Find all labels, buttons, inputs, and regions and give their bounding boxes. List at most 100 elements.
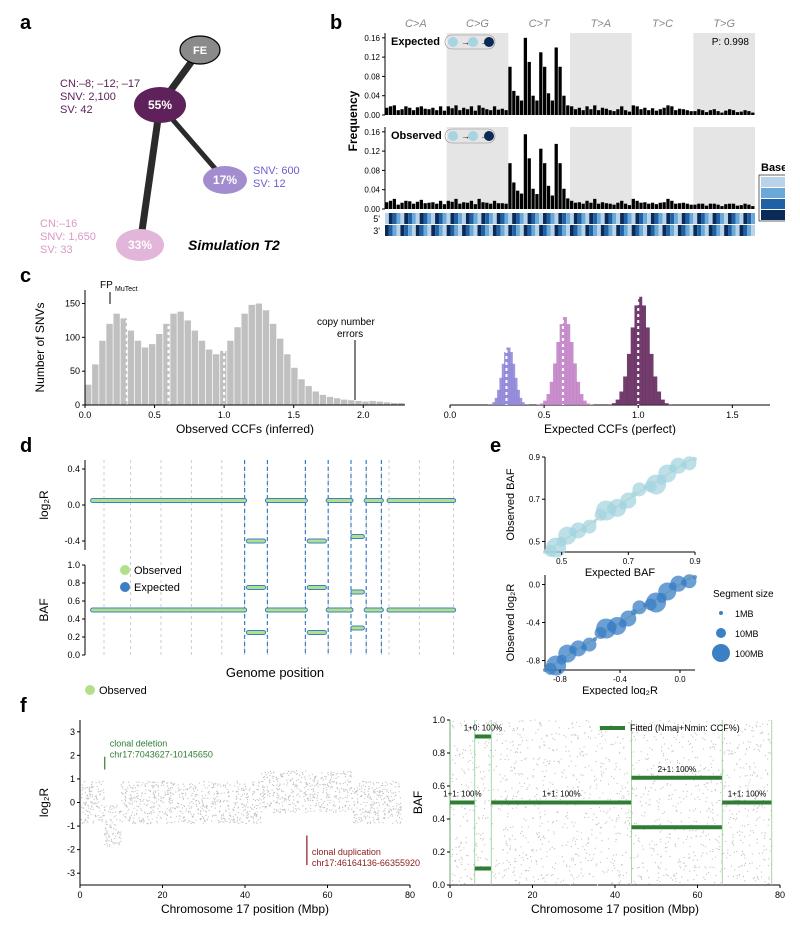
svg-text:80: 80 (405, 890, 415, 900)
svg-text:MuTect: MuTect (115, 286, 138, 293)
svg-text:1MB: 1MB (735, 609, 754, 619)
svg-text:-3: -3 (67, 868, 75, 878)
svg-text:-2: -2 (67, 845, 75, 855)
panel-label-b: b (330, 12, 342, 35)
svg-text:Observed BAF: Observed BAF (505, 468, 517, 540)
svg-text:T>C: T>C (652, 18, 673, 30)
svg-text:40: 40 (610, 890, 620, 900)
svg-text:Observed: Observed (134, 565, 182, 577)
svg-text:0: 0 (447, 890, 452, 900)
panel-a-tree: FE55%CN:–8; –12; –17SNV: 2,100SV: 4217%S… (30, 15, 330, 265)
svg-text:Expected BAF: Expected BAF (585, 567, 656, 579)
svg-text:FE: FE (193, 45, 207, 57)
svg-text:0.4: 0.4 (67, 464, 80, 474)
svg-text:-1: -1 (67, 821, 75, 831)
svg-text:1: 1 (70, 774, 75, 784)
svg-text:0.00: 0.00 (364, 111, 380, 120)
svg-text:20: 20 (527, 890, 537, 900)
svg-text:Observed: Observed (99, 685, 147, 695)
svg-text:0.12: 0.12 (364, 147, 380, 156)
svg-text:Expected CCFs (perfect): Expected CCFs (perfect) (544, 422, 676, 435)
svg-text:17%: 17% (213, 173, 237, 187)
svg-text:BAF: BAF (37, 598, 51, 621)
svg-text:-0.4: -0.4 (64, 536, 80, 546)
svg-text:0.9: 0.9 (689, 557, 701, 566)
svg-text:SNV: 600: SNV: 600 (253, 165, 300, 177)
svg-text:P: 0.998: P: 0.998 (712, 37, 750, 48)
svg-text:0: 0 (70, 798, 75, 808)
svg-text:T>G: T>G (713, 18, 735, 30)
svg-text:1.0: 1.0 (632, 410, 645, 420)
svg-text:1.0: 1.0 (67, 560, 80, 570)
svg-text:SV: 42: SV: 42 (60, 104, 93, 116)
svg-text:0.5: 0.5 (529, 537, 541, 546)
svg-text:0.5: 0.5 (148, 410, 161, 420)
svg-text:Number of SNVs: Number of SNVs (33, 302, 47, 392)
panel-f-chromosome: -3-2-10123020406080log₂RChromosome 17 po… (30, 705, 790, 935)
svg-text:Expected log₂R: Expected log₂R (582, 685, 658, 695)
svg-text:60: 60 (322, 890, 332, 900)
svg-text:C>T: C>T (529, 18, 551, 30)
svg-text:copy number: copy number (317, 317, 375, 328)
svg-text:20: 20 (157, 890, 167, 900)
svg-text:0.5: 0.5 (538, 410, 551, 420)
svg-text:Chromosome 17 position (Mbp): Chromosome 17 position (Mbp) (161, 902, 329, 916)
svg-text:0.16: 0.16 (364, 128, 380, 137)
svg-text:1+1: 100%: 1+1: 100% (542, 790, 580, 799)
svg-text:clonal deletion: clonal deletion (110, 739, 168, 749)
svg-text:5': 5' (373, 214, 380, 224)
svg-text:C>G: C>G (466, 18, 489, 30)
svg-text:0.0: 0.0 (79, 410, 92, 420)
svg-text:60: 60 (692, 890, 702, 900)
svg-text:40: 40 (240, 890, 250, 900)
svg-text:0.0: 0.0 (432, 880, 445, 890)
svg-text:log₂R: log₂R (37, 490, 51, 520)
svg-text:BAF: BAF (411, 791, 425, 814)
svg-text:0: 0 (77, 890, 82, 900)
svg-text:0: 0 (75, 400, 80, 410)
svg-text:-0.8: -0.8 (526, 657, 540, 666)
svg-text:0.9: 0.9 (529, 453, 541, 462)
svg-text:Expected: Expected (134, 582, 180, 594)
svg-text:-0.4: -0.4 (526, 619, 540, 628)
svg-text:2+1: 100%: 2+1: 100% (658, 765, 696, 774)
svg-text:Observed CCFs (inferred): Observed CCFs (inferred) (176, 422, 314, 435)
svg-text:80: 80 (775, 890, 785, 900)
svg-text:FP: FP (100, 280, 113, 291)
svg-text:10MB: 10MB (735, 629, 759, 639)
svg-text:0.6: 0.6 (67, 596, 80, 606)
svg-text:100MB: 100MB (735, 649, 764, 659)
svg-text:0.08: 0.08 (364, 166, 380, 175)
svg-text:log₂R: log₂R (37, 788, 51, 818)
svg-text:Genome position: Genome position (226, 665, 324, 680)
svg-text:0.8: 0.8 (432, 748, 445, 758)
panel-c-histograms: Number of SNVs0501001500.00.51.01.52.0Ob… (30, 275, 780, 435)
svg-text:SV: 33: SV: 33 (40, 244, 73, 256)
panel-d-tracks: -0.40.00.4log₂R0.00.20.40.60.81.0BAFGeno… (30, 445, 490, 695)
svg-text:1+1: 100%: 1+1: 100% (443, 790, 481, 799)
panel-b-spectrum: 0.000.000.040.040.080.080.120.120.160.16… (345, 15, 785, 265)
svg-text:Chromosome 17 position (Mbp): Chromosome 17 position (Mbp) (531, 902, 699, 916)
panel-label-f: f (20, 695, 27, 718)
svg-text:-0.8: -0.8 (553, 675, 567, 684)
svg-text:Fitted (Nmaj+Nmin: CCF%): Fitted (Nmaj+Nmin: CCF%) (630, 723, 740, 733)
svg-text:0.0: 0.0 (529, 581, 541, 590)
svg-text:100: 100 (65, 332, 80, 342)
svg-text:SNV: 2,100: SNV: 2,100 (60, 91, 116, 103)
panel-e-scatter: 0.50.50.70.70.90.9Expected BAFObserved B… (500, 445, 790, 695)
svg-text:0.4: 0.4 (67, 614, 80, 624)
svg-text:0.0: 0.0 (67, 650, 80, 660)
svg-text:chr17:7043627-10145650: chr17:7043627-10145650 (110, 750, 213, 760)
svg-text:0.12: 0.12 (364, 53, 380, 62)
svg-text:0.08: 0.08 (364, 72, 380, 81)
svg-text:150: 150 (65, 299, 80, 309)
svg-text:0.0: 0.0 (67, 500, 80, 510)
svg-text:Segment size: Segment size (713, 589, 774, 600)
svg-text:CN:–16: CN:–16 (40, 218, 77, 230)
svg-text:CN:–8; –12; –17: CN:–8; –12; –17 (60, 78, 140, 90)
svg-text:1+1: 100%: 1+1: 100% (728, 790, 766, 799)
svg-text:-0.4: -0.4 (613, 675, 627, 684)
svg-text:1.5: 1.5 (726, 410, 739, 420)
svg-text:1+0: 100%: 1+0: 100% (464, 724, 502, 733)
svg-text:0.6: 0.6 (432, 781, 445, 791)
